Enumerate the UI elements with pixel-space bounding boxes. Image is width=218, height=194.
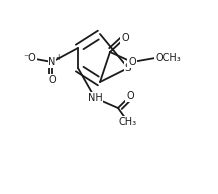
Text: OCH₃: OCH₃	[155, 53, 181, 63]
Text: +: +	[55, 54, 61, 62]
Text: O: O	[121, 33, 129, 43]
Text: N: N	[48, 57, 56, 67]
Text: O: O	[48, 75, 56, 85]
Text: S: S	[125, 63, 131, 73]
Text: NH: NH	[88, 93, 102, 103]
Text: O: O	[128, 57, 136, 67]
Text: CH₃: CH₃	[119, 117, 137, 127]
Text: O: O	[126, 91, 134, 101]
Text: ⁻O: ⁻O	[24, 53, 36, 63]
